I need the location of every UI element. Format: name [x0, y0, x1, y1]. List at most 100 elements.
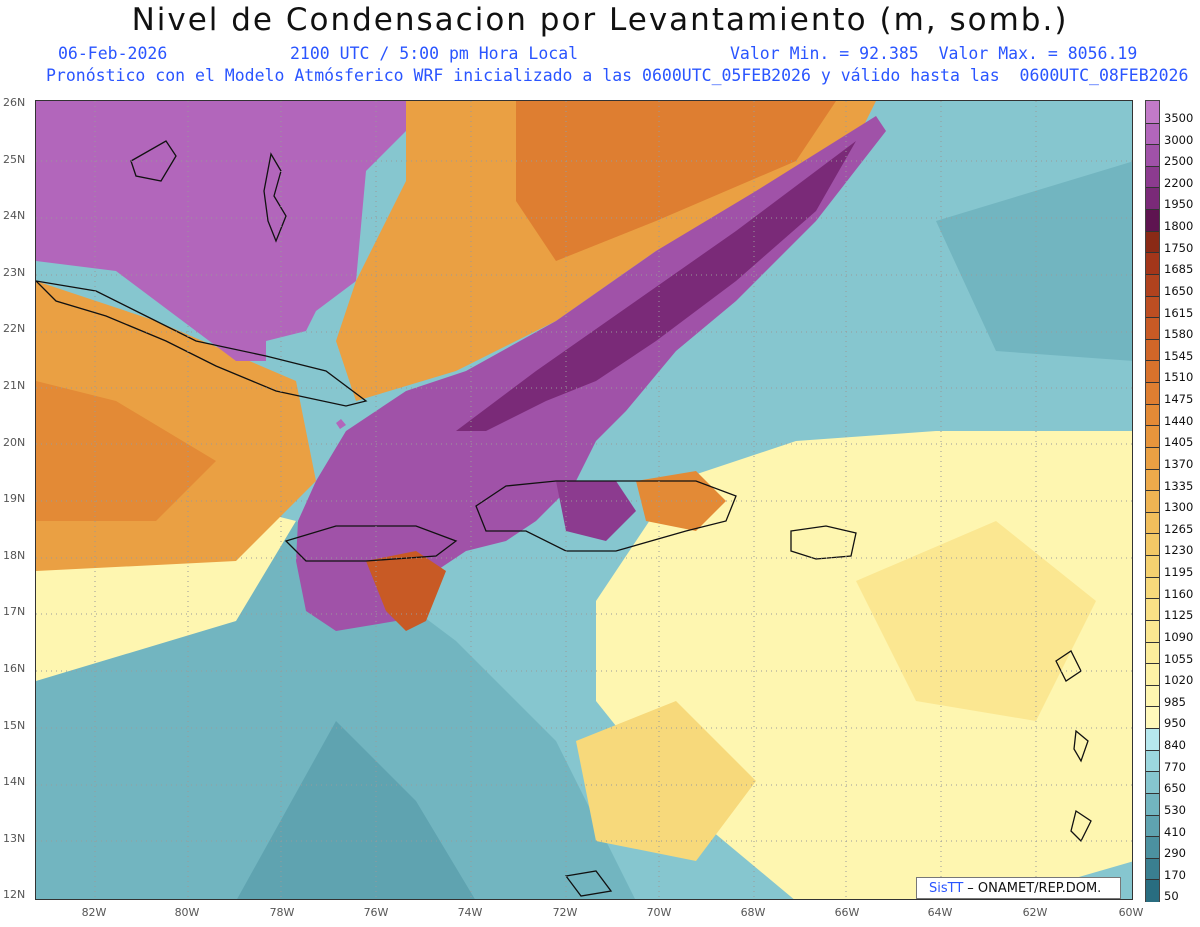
colorbar	[1145, 100, 1160, 902]
colorbar-segment	[1146, 295, 1159, 319]
lon-label: 60W	[1118, 906, 1144, 919]
map-field-purple-hispaniola	[556, 481, 636, 541]
coast-curacao	[564, 870, 613, 897]
forecast-date: 06-Feb-2026	[58, 44, 168, 63]
lat-label: 18N	[3, 548, 26, 562]
colorbar-label: 1580	[1164, 327, 1194, 342]
colorbar-segment	[1146, 598, 1159, 621]
lat-label: 15N	[3, 718, 26, 732]
lon-label: 70W	[646, 906, 672, 919]
colorbar-label: 1405	[1164, 435, 1194, 450]
colorbar-label: 1020	[1164, 673, 1194, 688]
colorbar-segment	[1146, 382, 1159, 405]
credit-box: SisTT – ONAMET/REP.DOM.	[916, 877, 1121, 899]
colorbar-label: 50	[1164, 889, 1179, 904]
colorbar-label: 1300	[1164, 500, 1194, 515]
colorbar-segment	[1146, 101, 1159, 123]
colorbar-label: 1545	[1164, 348, 1194, 363]
colorbar-segment	[1146, 360, 1159, 384]
map-field-cyan-ne2	[936, 161, 1132, 361]
colorbar-segment	[1146, 857, 1159, 881]
lat-label: 22N	[3, 322, 26, 336]
map-field-cyan-ne	[636, 101, 1132, 461]
coast-jamaica-haiti	[284, 525, 458, 562]
lon-label: 68W	[740, 906, 766, 919]
min-max-values: Valor Min. = 92.385 Valor Max. = 8056.19	[730, 44, 1138, 63]
colorbar-segment	[1146, 879, 1159, 902]
map-field-cyan-dark	[237, 721, 475, 899]
colorbar-segment	[1146, 403, 1159, 427]
lat-label: 12N	[3, 888, 26, 902]
colorbar-label: 410	[1164, 824, 1186, 839]
colorbar-segment	[1146, 273, 1159, 297]
colorbar-label: 1195	[1164, 565, 1194, 580]
colorbar-segment	[1146, 230, 1159, 254]
colorbar-label: 1265	[1164, 521, 1194, 536]
colorbar-segment	[1146, 749, 1159, 773]
lon-label: 66W	[834, 906, 860, 919]
colorbar-label: 290	[1164, 846, 1186, 861]
colorbar-label: 3000	[1164, 132, 1194, 147]
map-canvas	[36, 101, 1132, 899]
colorbar-label: 1685	[1164, 262, 1194, 277]
colorbar-segment	[1146, 490, 1159, 513]
colorbar-label: 1510	[1164, 370, 1194, 385]
colorbar-label: 1800	[1164, 219, 1194, 234]
colorbar-segment	[1146, 425, 1159, 448]
lat-label: 14N	[3, 775, 26, 789]
lat-label: 20N	[3, 435, 26, 449]
lat-label: 25N	[3, 152, 26, 166]
colorbar-segment	[1146, 684, 1159, 708]
lat-label: 19N	[3, 492, 26, 506]
map-title: Nivel de Condensacion por Levantamiento …	[131, 2, 1069, 38]
colorbar-label: 840	[1164, 738, 1186, 753]
colorbar-segment	[1146, 144, 1159, 167]
lon-label: 80W	[174, 906, 200, 919]
lat-label: 24N	[3, 209, 26, 223]
lat-label: 16N	[3, 662, 26, 675]
colorbar-segment	[1146, 165, 1159, 189]
model-info-line: Pronóstico con el Modelo Atmósferico WRF…	[46, 66, 1189, 85]
map-field-purple-dark-core	[456, 141, 856, 431]
colorbar-label: 1440	[1164, 413, 1194, 428]
colorbar-label: 1090	[1164, 629, 1194, 644]
map-field-yellow-patch2	[576, 701, 756, 861]
colorbar-label: 950	[1164, 716, 1186, 731]
colorbar-segment	[1146, 446, 1159, 470]
colorbar-segment	[1146, 555, 1159, 578]
colorbar-segment	[1146, 619, 1159, 643]
coast-hispaniola	[475, 480, 737, 552]
map-field-brown-jamaica	[366, 551, 446, 631]
colorbar-segment	[1146, 468, 1159, 492]
colorbar-segment	[1146, 706, 1159, 729]
colorbar-label: 1615	[1164, 305, 1194, 320]
colorbar-segment	[1146, 836, 1159, 859]
colorbar-segment	[1146, 209, 1159, 232]
coast-cuba	[36, 280, 368, 407]
coast-puerto-rico	[790, 525, 857, 560]
colorbar-label: 170	[1164, 867, 1186, 882]
brand-logo-text: SisTT	[929, 880, 964, 896]
colorbar-segment	[1146, 317, 1159, 340]
lon-label: 72W	[552, 906, 578, 919]
lat-label: 26N	[3, 96, 26, 109]
lat-label: 23N	[3, 265, 26, 279]
colorbar-label: 1475	[1164, 392, 1194, 407]
colorbar-label: 1750	[1164, 240, 1194, 255]
coast-lesser-antilles-2	[1073, 729, 1089, 763]
colorbar-segment	[1146, 728, 1159, 751]
grid-lines	[36, 101, 1132, 899]
lat-label: 17N	[3, 605, 26, 619]
map-field-orange-n2	[516, 101, 836, 261]
colorbar-label: 1335	[1164, 478, 1194, 493]
lon-label: 64W	[927, 906, 953, 919]
coast-bahamas-andros	[263, 152, 287, 243]
colorbar-segment	[1146, 252, 1159, 275]
lcl-map	[35, 100, 1133, 900]
colorbar-label: 530	[1164, 802, 1186, 817]
colorbar-label: 2500	[1164, 154, 1194, 169]
colorbar-segment	[1146, 814, 1159, 838]
colorbar-label: 650	[1164, 781, 1186, 796]
credit-text: – ONAMET/REP.DOM.	[967, 880, 1102, 896]
forecast-time: 2100 UTC / 5:00 pm Hora Local	[290, 44, 579, 63]
